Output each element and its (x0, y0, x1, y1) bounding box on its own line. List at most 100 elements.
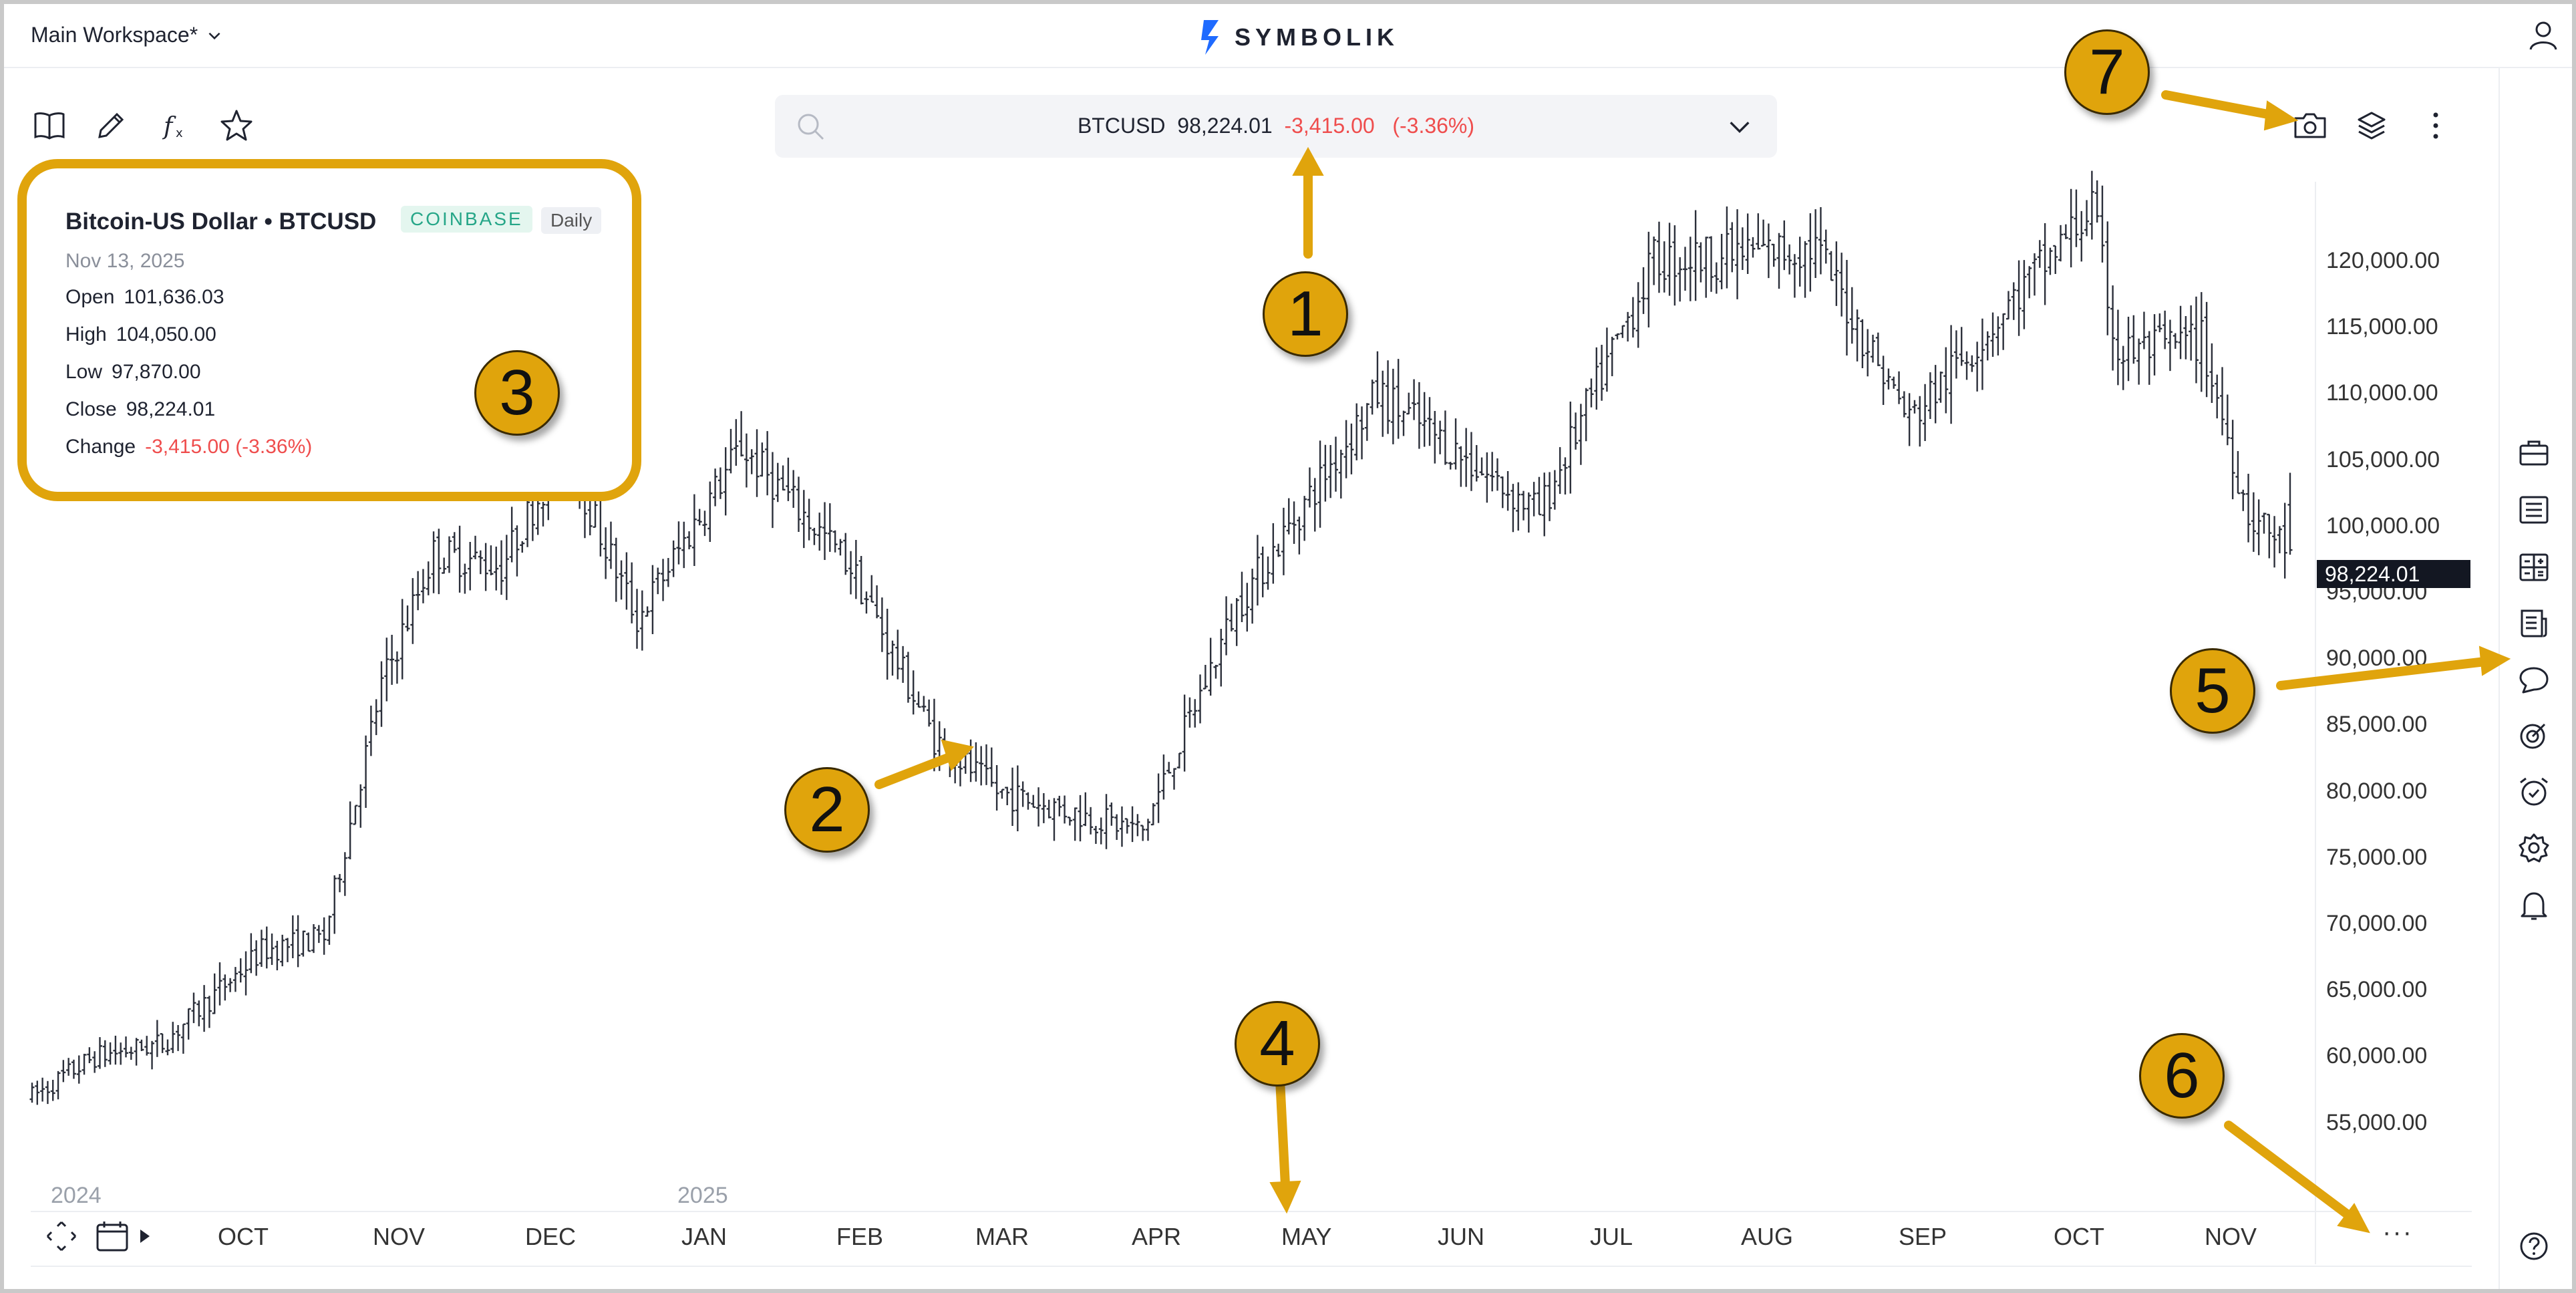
ohlc-bar (196, 1000, 202, 1026)
ohlc-bar (1317, 440, 1323, 528)
chevron-down-icon[interactable] (1726, 114, 1753, 140)
pencil-icon[interactable] (92, 107, 130, 144)
ohlc-bar (1156, 773, 1161, 823)
ohlc-bar (1563, 457, 1568, 495)
bell-icon[interactable] (2516, 887, 2552, 923)
ohlc-bar (1709, 236, 1714, 292)
ohlc-bar (676, 521, 681, 565)
more-vertical-icon[interactable] (2417, 107, 2454, 144)
ohlc-bar (2074, 189, 2079, 247)
ohlc-bar (2094, 180, 2100, 223)
ohlc-bar (734, 419, 739, 466)
ohlc-bar (869, 575, 874, 603)
ohlc-bar (765, 431, 770, 496)
ohlc-bar (202, 985, 207, 1032)
ohlc-bar (1359, 406, 1365, 460)
ohlc-bar (1380, 370, 1386, 437)
ohlc-bar (864, 591, 869, 614)
ohlc-bar (165, 1039, 170, 1056)
calendar-icon[interactable] (94, 1217, 131, 1255)
symbol-quote: BTCUSD 98,224.01 -3,415.00 (-3.36%) (775, 114, 1777, 138)
ohlc-bar (2189, 305, 2194, 361)
ohlc-bar (1698, 242, 1704, 283)
ohlc-bar (681, 521, 687, 569)
ohlc-bar (478, 550, 483, 575)
ohlc-bar (358, 784, 363, 828)
ohlc-bar (1683, 247, 1688, 291)
ohlc-bar (2172, 333, 2178, 349)
user-icon[interactable] (2527, 19, 2560, 52)
ohlc-bar (1109, 802, 1114, 826)
ohlc-bar (1432, 411, 1438, 464)
ohlc-bar (2261, 513, 2267, 534)
ohlc-bar (520, 541, 525, 553)
ohlc-bar (1182, 694, 1187, 772)
star-icon[interactable] (218, 107, 255, 144)
book-icon[interactable] (31, 107, 68, 144)
ohlc-bar (963, 749, 968, 774)
ohlc-bar (1370, 380, 1375, 415)
ohlc-bar (953, 756, 958, 784)
play-icon[interactable] (131, 1217, 158, 1255)
ohlc-bar (1875, 332, 1881, 366)
chevron-down-icon (208, 32, 220, 39)
ohlc-bar (1730, 222, 1735, 273)
camera-icon[interactable] (2291, 107, 2329, 144)
ohlc-bar (102, 1040, 108, 1067)
ohlc-bar (927, 699, 932, 727)
ohlc-bar (176, 1025, 181, 1051)
ohlc-bar (1229, 603, 1234, 631)
ohlc-bar (1542, 472, 1547, 537)
target-icon[interactable] (2516, 718, 2552, 754)
ohlc-bar (884, 608, 890, 680)
ohlc-bar (1422, 392, 1427, 447)
ohlc-bar (342, 852, 347, 896)
watchlist-icon[interactable] (2516, 492, 2552, 528)
ohlc-bar (911, 670, 916, 715)
ohlc-bar (228, 978, 233, 992)
ohlc-bar (822, 502, 828, 561)
info-close-row: Close 98,224.01 (65, 398, 215, 421)
ohlc-bar (1871, 334, 1876, 363)
ohlc-bar (483, 543, 488, 591)
ohlc-bar (2256, 499, 2261, 555)
ohlc-bar (2089, 170, 2094, 240)
alarm-clock-icon[interactable] (2516, 774, 2552, 810)
ohlc-bar (1552, 470, 1557, 510)
price-axis-label: 65,000.00 (2326, 977, 2428, 1003)
ohlc-bar (1927, 372, 1933, 420)
ohlc-bar (874, 585, 880, 619)
workspace-selector[interactable]: Main Workspace* (31, 23, 223, 47)
ohlc-bar (410, 578, 416, 644)
ohlc-bar (1213, 664, 1219, 679)
ohlc-bar (1521, 490, 1526, 521)
ohlc-bar (697, 509, 702, 526)
ohlc-bar (82, 1054, 87, 1075)
briefcase-icon[interactable] (2516, 434, 2552, 470)
ohlc-bar (843, 533, 848, 575)
layers-icon[interactable] (2353, 107, 2390, 144)
ohlc-bar (269, 933, 275, 966)
help-icon[interactable] (2516, 1228, 2552, 1264)
ohlc-bar (2178, 305, 2183, 360)
news-icon[interactable] (2516, 605, 2552, 641)
ohlc-bar (2042, 223, 2048, 305)
month-label: OCT (2054, 1223, 2104, 1250)
more-horizontal-button[interactable]: ··· (2382, 1217, 2413, 1247)
chat-icon[interactable] (2516, 662, 2552, 698)
symbol-search-bar[interactable]: BTCUSD 98,224.01 -3,415.00 (-3.36%) (775, 95, 1777, 158)
ohlc-bar (1881, 355, 1886, 406)
settings-icon[interactable] (2516, 830, 2552, 866)
expand-arrows-icon[interactable] (43, 1217, 80, 1255)
ohlc-bar (728, 428, 734, 474)
app-logo: SYMBOLIK (1200, 19, 1399, 56)
ohlc-bar (259, 929, 264, 967)
calculator-icon[interactable] (2516, 549, 2552, 585)
ohlc-bar (1286, 498, 1291, 535)
ohlc-bar (1766, 223, 1771, 279)
ohlc-bar (379, 661, 384, 727)
ohlc-bar (2016, 260, 2022, 336)
